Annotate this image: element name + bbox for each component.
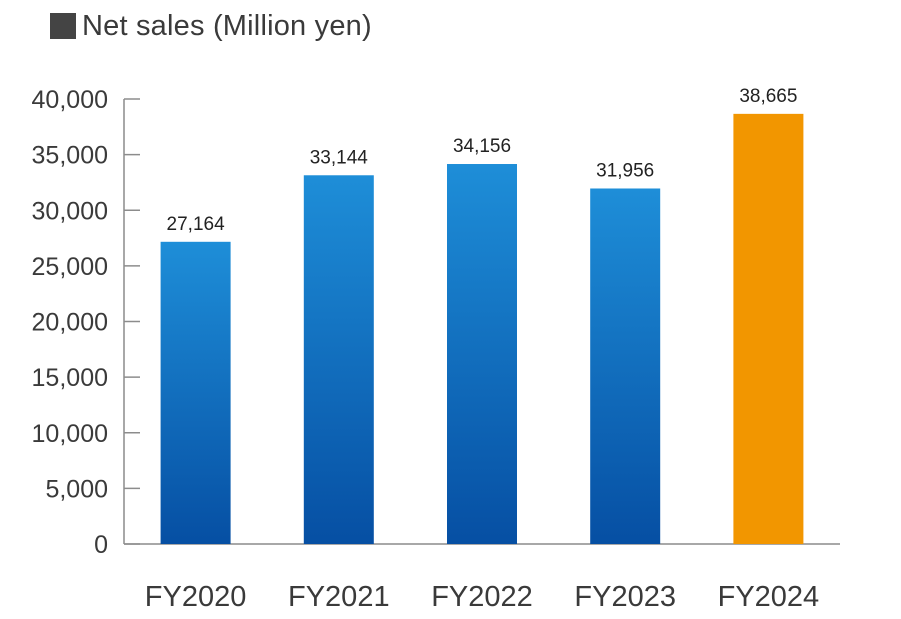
x-tick-label: FY2024 bbox=[718, 581, 820, 613]
bars bbox=[160, 113, 804, 545]
bar-fy2020 bbox=[160, 241, 231, 544]
chart-title-row: Net sales (Million yen) bbox=[50, 6, 372, 46]
y-tick-label: 20,000 bbox=[32, 309, 108, 337]
legend-square-icon bbox=[50, 13, 76, 39]
y-tick-label: 25,000 bbox=[32, 253, 108, 281]
x-tick-label: FY2023 bbox=[574, 581, 676, 613]
x-tick-label: FY2022 bbox=[431, 581, 533, 613]
data-labels: 27,164 33,144 34,156 31,956 38,665 bbox=[167, 86, 798, 235]
y-tick-label: 15,000 bbox=[32, 364, 108, 392]
y-tick-label: 30,000 bbox=[32, 197, 108, 225]
bar-fy2024 bbox=[733, 113, 804, 545]
y-tick-label: 10,000 bbox=[32, 420, 108, 448]
axes: 0 5,000 10,000 15,000 20,000 25,000 30,000 35,0… bbox=[32, 86, 840, 613]
chart-title: Net sales (Million yen) bbox=[82, 9, 372, 42]
data-label-fy2021: 33,144 bbox=[310, 147, 369, 168]
x-tick-label: FY2021 bbox=[288, 581, 390, 613]
data-label-fy2024: 38,665 bbox=[739, 86, 797, 107]
bar-fy2022 bbox=[447, 164, 517, 544]
x-tick-label: FY2020 bbox=[145, 581, 247, 613]
y-tick-label: 0 bbox=[94, 531, 108, 559]
bar-fy2023 bbox=[590, 188, 661, 544]
data-label-fy2020: 27,164 bbox=[167, 214, 226, 235]
bar-fy2021 bbox=[303, 175, 374, 544]
y-tick-label: 40,000 bbox=[32, 86, 108, 114]
y-tick-label: 35,000 bbox=[32, 142, 108, 170]
y-tick-label: 5,000 bbox=[45, 475, 108, 503]
data-label-fy2022: 34,156 bbox=[453, 136, 511, 157]
data-label-fy2023: 31,956 bbox=[596, 160, 654, 181]
